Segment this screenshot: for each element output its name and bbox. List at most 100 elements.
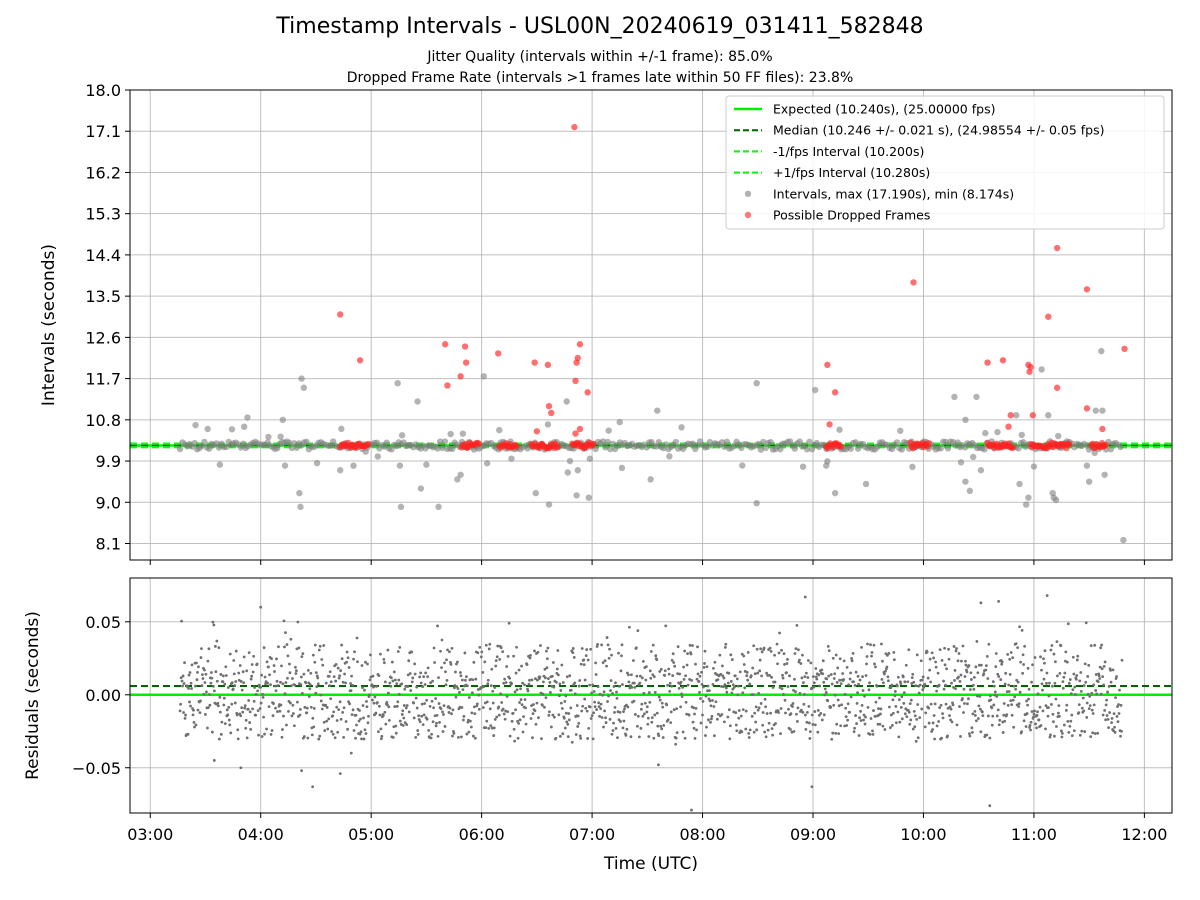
- residual-point: [1112, 712, 1116, 716]
- interval-point: [303, 438, 310, 446]
- interval-point: [803, 446, 811, 453]
- residual-point: [241, 670, 245, 674]
- residual-point: [764, 735, 768, 739]
- residual-point: [450, 646, 454, 650]
- residual-point: [621, 726, 625, 730]
- residual-point: [647, 691, 651, 694]
- residual-point: [421, 685, 425, 688]
- top-panel-frame: [129, 89, 1173, 561]
- residual-point: [450, 712, 453, 716]
- residual-point: [1080, 729, 1084, 733]
- residual-point: [1030, 680, 1033, 684]
- chart-subtitle-dropped: Dropped Frame Rate (intervals >1 frames …: [346, 70, 854, 86]
- residual-point: [187, 673, 191, 677]
- residual-point: [393, 678, 397, 682]
- residual-point: [675, 707, 679, 711]
- residual-point: [456, 660, 459, 664]
- residual-point: [792, 688, 795, 692]
- residual-point: [1040, 668, 1043, 672]
- dropped-frame-point: [545, 402, 553, 410]
- residual-point: [602, 725, 605, 729]
- residual-point: [482, 685, 486, 688]
- residual-point: [656, 724, 660, 728]
- residual-point: [366, 721, 370, 725]
- residual-point: [711, 683, 715, 686]
- residual-point: [709, 704, 713, 708]
- residual-point: [212, 689, 216, 693]
- interval-point: [265, 433, 272, 441]
- residual-point: [1092, 683, 1096, 687]
- interval-point: [544, 421, 552, 428]
- dropped-frame-point: [544, 361, 552, 369]
- dropped-frame-point: [1102, 441, 1110, 449]
- residual-point: [536, 678, 539, 682]
- residual-point: [644, 665, 648, 669]
- residual-point: [316, 676, 320, 680]
- residual-point: [558, 682, 562, 686]
- residual-point: [325, 719, 329, 723]
- residual-point: [1079, 671, 1083, 674]
- residual-point: [1003, 719, 1007, 723]
- residual-point: [773, 680, 777, 684]
- residual-point: [239, 680, 243, 683]
- interval-outlier-point: [396, 462, 404, 469]
- residual-point: [261, 695, 265, 699]
- residual-point: [1099, 692, 1103, 696]
- residual-point: [794, 647, 798, 651]
- residual-point: [620, 643, 624, 647]
- residual-point: [650, 720, 654, 724]
- residual-point: [869, 717, 873, 720]
- residual-point: [863, 694, 866, 698]
- residual-point: [675, 731, 679, 734]
- residual-point: [1040, 682, 1044, 686]
- residual-point: [1028, 723, 1032, 727]
- residual-point: [646, 722, 650, 726]
- residual-point: [1073, 693, 1077, 696]
- residual-point: [300, 691, 304, 695]
- x-tick-label: 03:00: [127, 825, 173, 844]
- interval-outlier-point: [298, 375, 305, 382]
- residual-point: [362, 716, 365, 720]
- residual-point: [211, 620, 215, 624]
- interval-outlier-point: [1045, 412, 1052, 419]
- residual-point: [1015, 678, 1019, 682]
- residual-point: [989, 698, 993, 702]
- residual-point: [302, 672, 306, 676]
- residual-point: [281, 682, 285, 686]
- residual-point: [492, 734, 496, 737]
- residual-point: [614, 726, 618, 730]
- residual-point: [361, 704, 365, 707]
- residual-point: [860, 645, 863, 649]
- residual-point: [406, 685, 410, 688]
- residual-point: [636, 629, 640, 633]
- residual-point: [549, 725, 553, 729]
- chart-title: Timestamp Intervals - USL00N_20240619_03…: [276, 14, 924, 39]
- residual-point: [404, 685, 408, 688]
- residual-point: [771, 733, 774, 737]
- residual-point: [1047, 706, 1050, 709]
- residual-point: [458, 690, 461, 694]
- residual-point: [798, 658, 801, 662]
- residual-point: [299, 683, 303, 687]
- residual-point: [322, 644, 326, 647]
- residual-point: [583, 697, 587, 701]
- residual-point: [812, 685, 816, 689]
- residual-point: [1119, 734, 1122, 738]
- residual-point: [199, 656, 203, 659]
- residual-point: [1105, 714, 1109, 717]
- residual-point: [587, 726, 591, 730]
- residual-point: [813, 723, 817, 727]
- residual-point: [872, 643, 876, 647]
- residual-point: [708, 689, 711, 693]
- residual-point: [188, 700, 191, 704]
- residual-point: [1061, 680, 1065, 684]
- residual-point: [1091, 731, 1095, 735]
- residual-point: [1051, 684, 1054, 688]
- residual-point: [216, 701, 220, 705]
- residual-point: [936, 671, 940, 675]
- residual-point: [969, 688, 972, 691]
- residual-point: [1041, 709, 1045, 713]
- residual-point: [833, 672, 837, 676]
- top-y-tick-label: 16.2: [85, 163, 121, 182]
- residual-point: [655, 658, 659, 661]
